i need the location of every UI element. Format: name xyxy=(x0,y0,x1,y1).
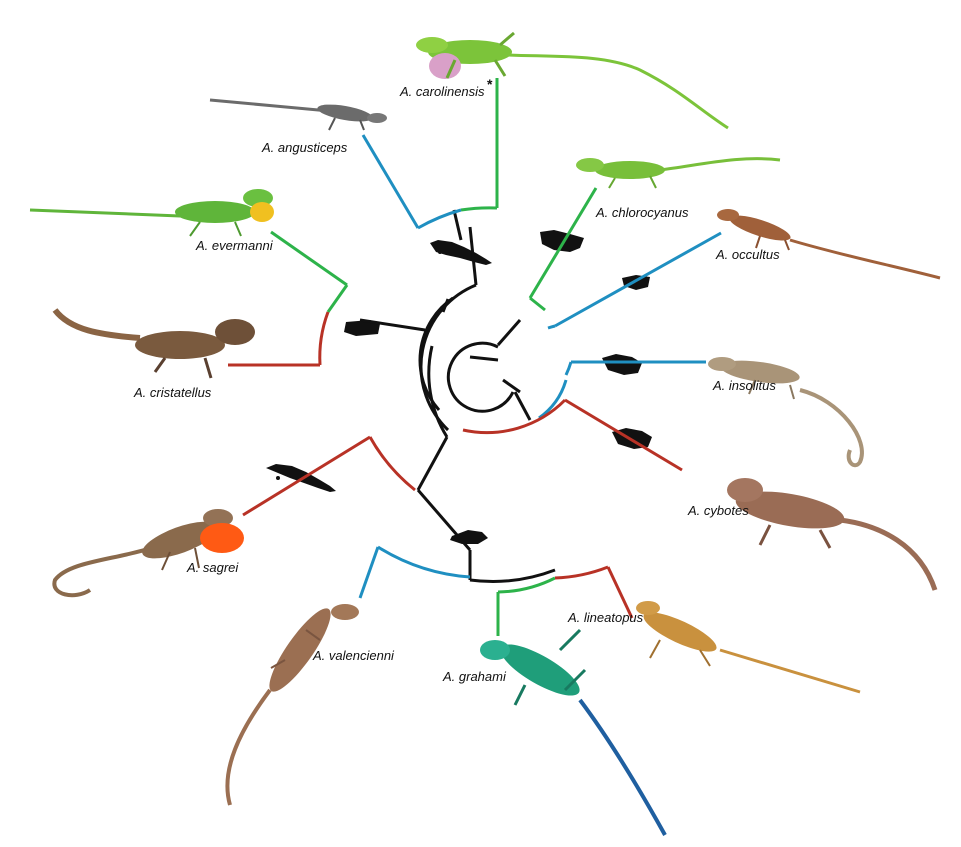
taxon-label-angusticeps: A. angusticeps xyxy=(262,140,348,155)
green-branches xyxy=(270,78,598,636)
lizard-evermanni xyxy=(29,189,274,237)
puerto-rico-silhouette xyxy=(344,320,380,336)
red-branches xyxy=(228,311,683,619)
taxon-label-cybotes: A. cybotes xyxy=(688,503,749,518)
lizard-carolinensis xyxy=(416,31,729,130)
lizard-occultus xyxy=(717,209,941,280)
taxon-label-cristatellus: A. cristatellus xyxy=(134,385,212,400)
lizard-cybotes xyxy=(727,478,938,591)
cuba-silhouette xyxy=(430,240,492,265)
taxon-label-evermanni: A. evermanni xyxy=(196,238,273,253)
taxon-marker-carolinensis: * xyxy=(487,76,493,92)
taxon-label-valencienni: A. valencienni xyxy=(313,648,394,663)
taxon-label-chlorocyanus: A. chlorocyanus xyxy=(596,205,689,220)
taxon-label-lineatopus: A. lineatopus xyxy=(568,610,644,625)
lizard-cristatellus xyxy=(52,308,255,379)
backbone-branches xyxy=(359,209,556,583)
phylogeny-tree xyxy=(228,78,722,636)
lizard-grahami xyxy=(480,628,667,836)
taxon-label-grahami: A. grahami xyxy=(443,669,506,684)
lizard-angusticeps xyxy=(209,98,387,131)
taxon-label-sagrei: A. sagrei xyxy=(187,560,239,575)
blue-branches xyxy=(358,134,722,599)
lizard-lineatopus xyxy=(636,601,861,694)
taxon-label-insolitus: A. insolitus xyxy=(713,378,776,393)
taxon-label-occultus: A. occultus xyxy=(716,247,780,262)
lizard-sagrei xyxy=(52,509,244,598)
lizard-valencienni xyxy=(225,604,359,806)
lizard-chlorocyanus xyxy=(576,157,781,189)
jamaica-silhouette xyxy=(450,530,488,544)
lizard-insolitus xyxy=(708,357,864,468)
hispaniola-silhouette xyxy=(540,230,652,449)
taxon-label-carolinensis: A. carolinensis xyxy=(400,84,485,99)
